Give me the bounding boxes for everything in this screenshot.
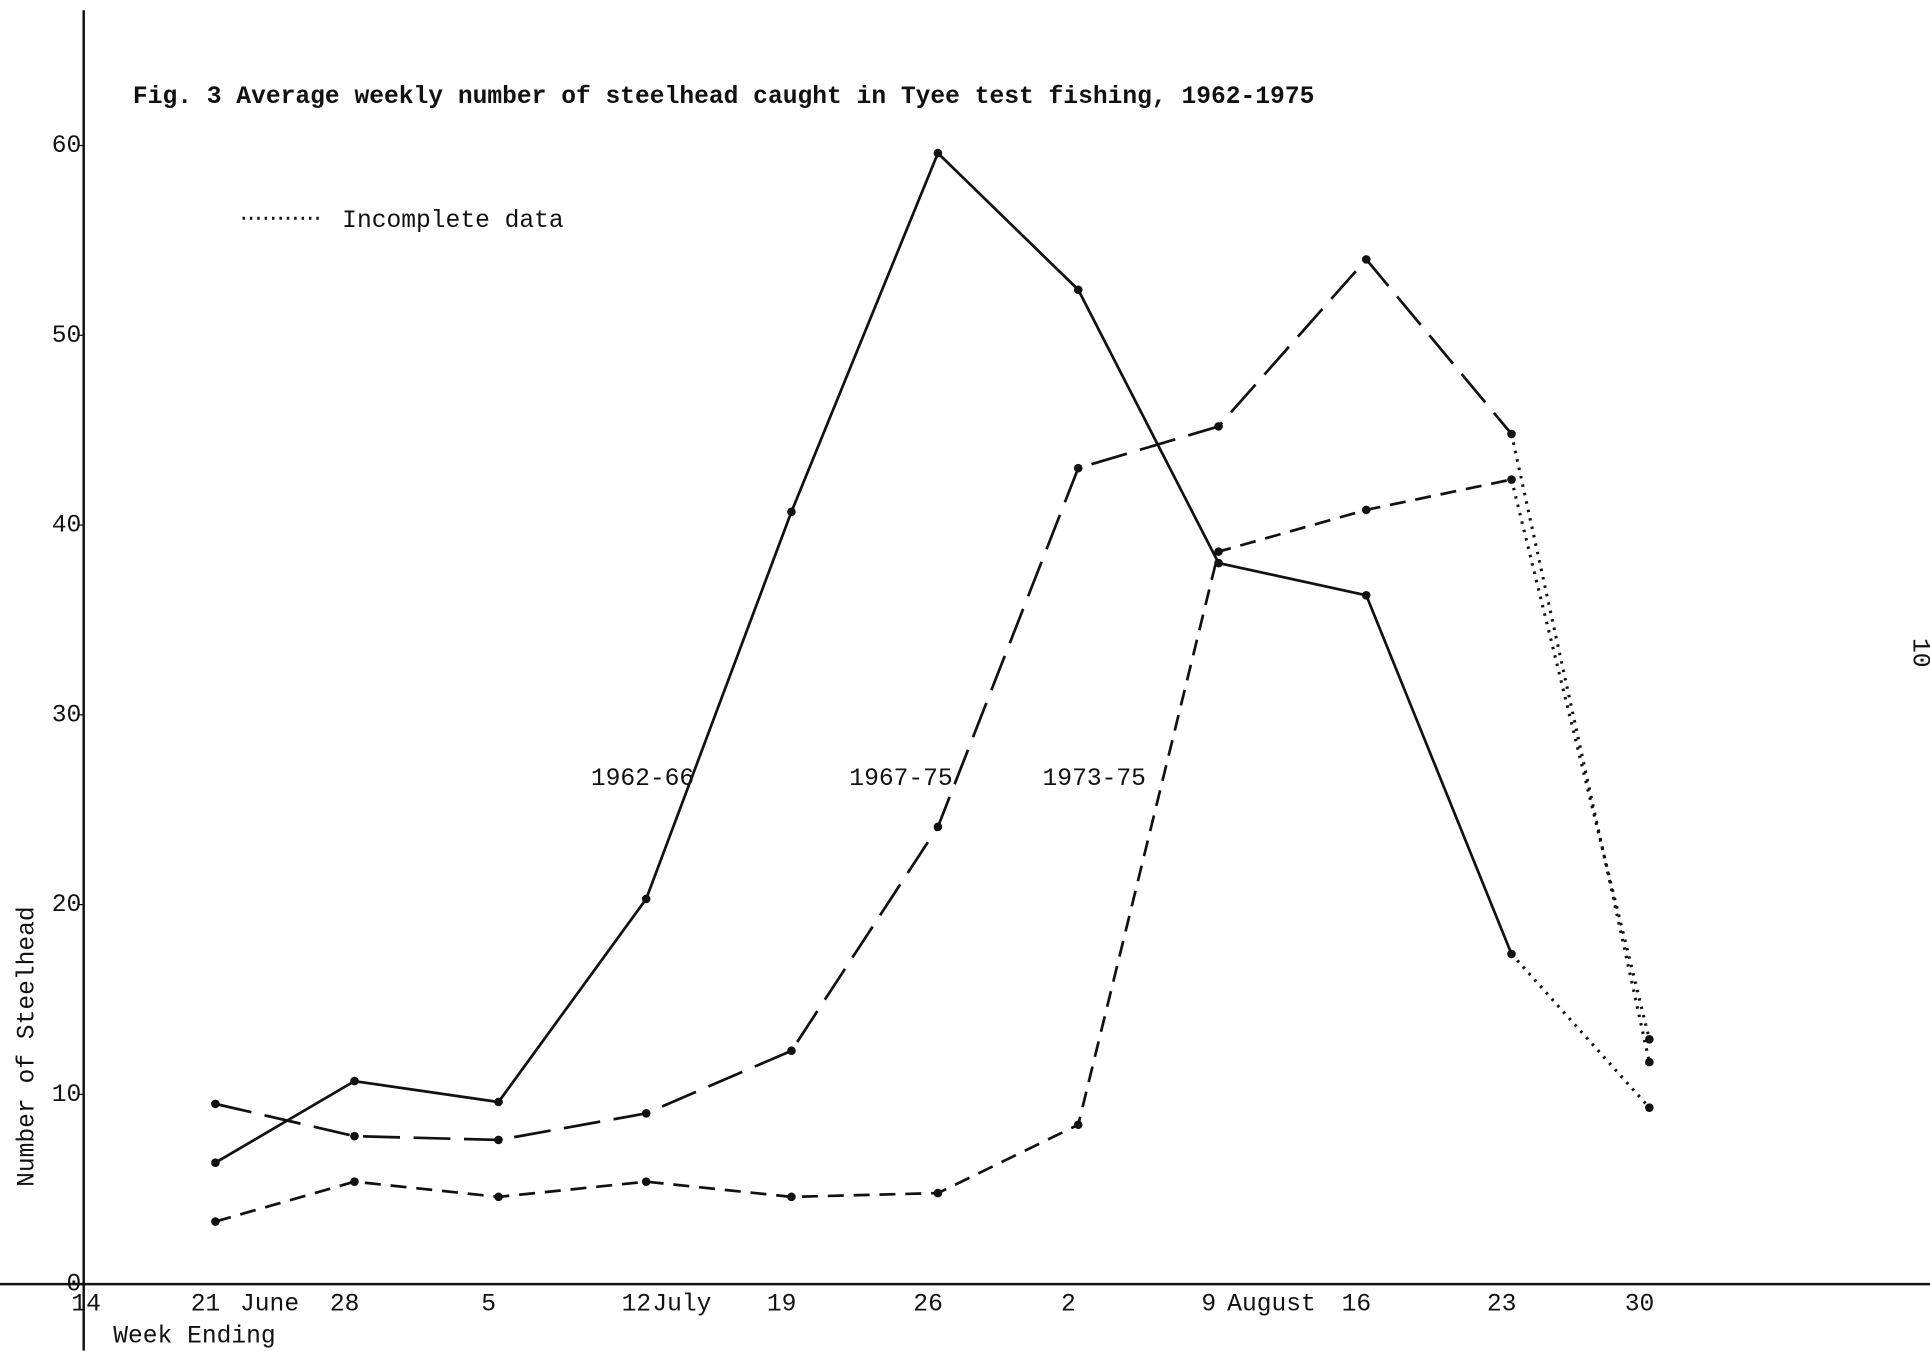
y-tick-label: 20 <box>52 892 82 919</box>
series-line <box>214 150 1513 1164</box>
data-point <box>211 1158 220 1168</box>
data-point <box>1073 1120 1083 1130</box>
data-point <box>1507 475 1516 484</box>
series-line <box>215 478 1512 1223</box>
data-point <box>1073 463 1083 473</box>
y-axis-label: Number of Steelhead <box>15 906 42 1187</box>
data-point <box>787 1046 796 1056</box>
y-tick-label: 40 <box>52 513 82 540</box>
data-point <box>1361 505 1371 515</box>
data-point <box>494 1097 503 1107</box>
y-tick-label: 10 <box>52 1082 82 1109</box>
x-tick-label: 14 <box>71 1291 101 1318</box>
x-tick-label: 21 <box>191 1291 221 1318</box>
page-mark: 10 <box>1906 638 1930 668</box>
x-tick-label: 28 <box>330 1291 360 1318</box>
data-point <box>787 1192 796 1202</box>
x-tick-label: 5 <box>481 1291 496 1318</box>
data-point <box>933 1188 943 1198</box>
x-tick-label: 23 <box>1487 1291 1517 1318</box>
data-point <box>1073 285 1083 295</box>
data-point <box>350 1131 359 1141</box>
x-tick-label: 26 <box>913 1291 943 1318</box>
data-point <box>1214 422 1223 431</box>
y-tick-label: 0 <box>66 1272 81 1299</box>
month-label: July <box>652 1291 711 1318</box>
data-point <box>933 822 943 832</box>
data-point <box>787 507 796 517</box>
month-label: August <box>1227 1291 1316 1318</box>
data-point <box>1645 1057 1654 1067</box>
data-point <box>1361 255 1371 264</box>
x-tick-label: 12 <box>622 1291 652 1318</box>
data-point <box>1507 429 1516 439</box>
x-tick-label: 30 <box>1625 1291 1655 1318</box>
x-tick-label: 9 <box>1201 1291 1216 1318</box>
series-line <box>215 257 1513 1142</box>
x-tick-label: 19 <box>767 1291 797 1318</box>
data-point <box>350 1076 359 1086</box>
incomplete-line <box>1510 479 1651 1040</box>
data-point <box>933 148 943 158</box>
data-point <box>1361 590 1371 600</box>
y-tick-label: 30 <box>52 702 82 729</box>
incomplete-line <box>1510 433 1651 1063</box>
data-point <box>494 1192 503 1202</box>
series-label: 1967-75 <box>849 766 952 793</box>
chart-title: Fig. 3 Average weekly number of steelhea… <box>133 84 1314 111</box>
x-tick-label: 16 <box>1342 1291 1372 1318</box>
x-tick-label: 2 <box>1061 1291 1076 1318</box>
data-point <box>641 1177 651 1186</box>
y-tick-label: 60 <box>52 133 82 160</box>
legend-label: Incomplete data <box>342 208 564 235</box>
data-point <box>641 1109 651 1118</box>
data-point <box>494 1135 503 1145</box>
data-point <box>1507 949 1516 959</box>
data-point <box>1645 1035 1654 1044</box>
incomplete-line <box>1510 952 1651 1109</box>
data-point <box>211 1217 220 1226</box>
data-point <box>1645 1103 1654 1112</box>
data-point <box>641 894 651 904</box>
x-axis-label: Week Ending <box>113 1323 275 1350</box>
month-label: June <box>240 1291 299 1318</box>
data-point <box>350 1177 359 1186</box>
data-point <box>1214 547 1223 556</box>
y-tick-label: 50 <box>52 323 82 350</box>
series-label: 1973-75 <box>1043 766 1146 793</box>
data-point <box>211 1099 220 1109</box>
series-label: 1962-66 <box>591 766 694 793</box>
